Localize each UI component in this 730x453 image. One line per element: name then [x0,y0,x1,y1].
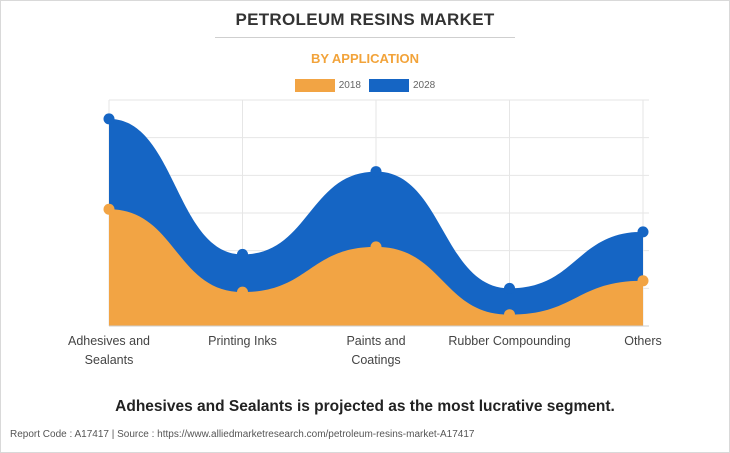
data-point-2028-0 [103,113,115,125]
legend: 2018 2028 [0,79,730,92]
legend-swatch-2018 [294,79,335,92]
x-tick-label: Printing Inks [208,334,277,348]
chart-title: PETROLEUM RESINS MARKET [235,10,495,29]
data-point-2018-3 [504,309,515,321]
x-tick-label: Paints and [346,334,405,348]
x-tick-label: Adhesives and [68,334,150,348]
data-point-2018-2 [370,241,382,253]
data-point-2028-4 [637,226,649,238]
x-tick-label: Rubber Compounding [448,334,570,348]
data-point-2018-4 [637,275,649,287]
footer-source: Report Code : A17417 | Source : https://… [10,429,475,440]
legend-item-2028[interactable]: 2028 [369,79,435,92]
x-tick-label: Coatings [351,353,400,367]
headline-text: Adhesives and Sealants is projected as t… [115,398,615,415]
legend-label-2018: 2018 [338,80,361,91]
legend-item-2018[interactable]: 2018 [294,79,361,92]
data-point-2028-2 [370,166,382,178]
area-series-2028 [109,118,643,326]
data-point-2018-1 [237,286,248,298]
legend-swatch-2028 [369,79,409,92]
title-divider [215,37,515,38]
chart-subtitle: BY APPLICATION [310,51,420,66]
data-point-2028-1 [237,248,248,260]
data-point-2018-0 [103,203,115,215]
legend-label-2028: 2028 [413,80,436,91]
x-tick-label: Others [624,334,662,348]
x-tick-label: Sealants [85,353,134,367]
data-point-2028-3 [504,282,515,294]
